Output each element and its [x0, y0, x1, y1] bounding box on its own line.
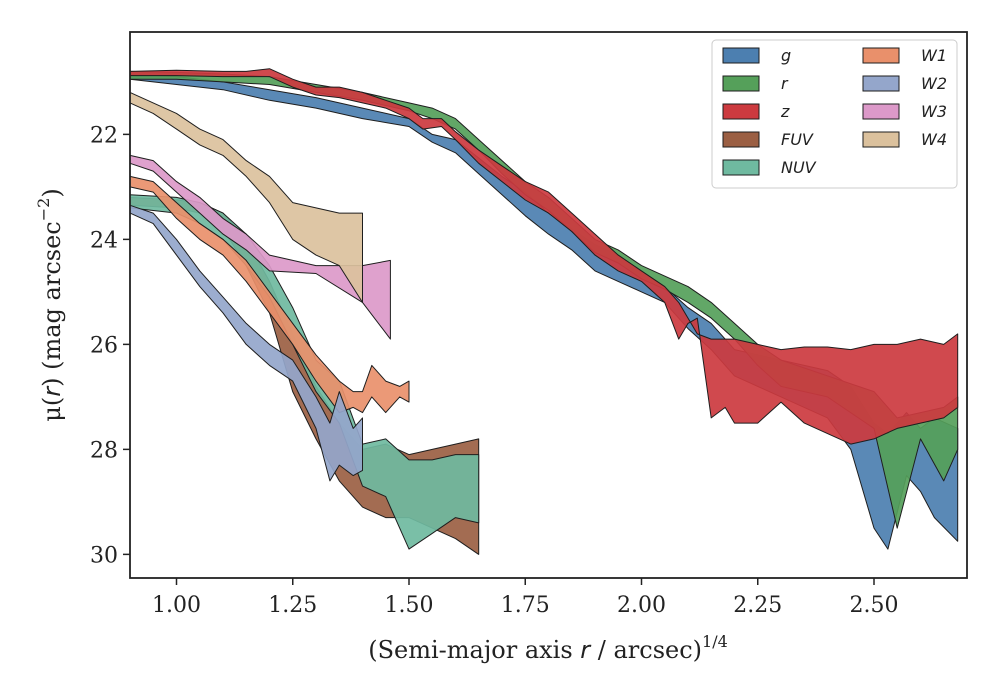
- x-tick-label: 2.50: [850, 593, 899, 618]
- x-axis-label: (Semi-major axis r / arcsec)1/4: [368, 632, 728, 664]
- x-tick-label: 1.75: [501, 593, 550, 618]
- x-tick-label: 1.25: [268, 593, 317, 618]
- legend-label-nuv: NUV: [781, 158, 817, 177]
- legend-swatch-fuv: [722, 131, 760, 148]
- legend-swatch-g: [722, 47, 760, 64]
- area-w4: [129, 91, 363, 303]
- legend-label-r: r: [781, 74, 789, 93]
- plot-frame: [129, 31, 968, 579]
- legend-swatch-nuv: [722, 159, 760, 176]
- x-axis: 1.00 1.25 1.50 1.75 2.00 2.25 2.50: [152, 578, 898, 618]
- legend-swatch-w2: [862, 75, 900, 92]
- area-w2: [129, 204, 363, 482]
- x-tick-label: 1.50: [385, 593, 434, 618]
- legend-items: grz FUV NUV W1 W2 W3 W4: [722, 46, 947, 177]
- legend-swatch-w4: [862, 131, 900, 148]
- legend-label-w4: W4: [921, 130, 947, 149]
- y-tick-label: 30: [90, 543, 118, 568]
- x-tick-label: 2.25: [733, 593, 782, 618]
- x-tick-label: 1.00: [152, 593, 201, 618]
- y-tick-label: 28: [90, 438, 118, 463]
- legend: grz FUV NUV W1 W2 W3 W4: [711, 39, 958, 189]
- legend-label-fuv: FUV: [781, 130, 814, 149]
- legend-label-w1: W1: [921, 46, 947, 65]
- y-axis-label: μ(r) (mag arcsec−2): [34, 188, 66, 421]
- y-tick-label: 24: [90, 228, 118, 253]
- y-tick-label: 26: [90, 333, 118, 358]
- y-axis: 22 24 26 28 30: [90, 123, 130, 568]
- legend-label-w2: W2: [921, 74, 947, 93]
- legend-label-w3: W3: [921, 102, 947, 121]
- legend-swatch-w1: [862, 47, 900, 64]
- series-areas: [129, 68, 959, 555]
- x-tick-label: 2.00: [617, 593, 666, 618]
- legend-swatch-r: [722, 75, 760, 92]
- area-w3: [129, 154, 391, 340]
- legend-label-g: g: [781, 46, 791, 65]
- area-r: [129, 70, 959, 529]
- y-tick-label: 22: [90, 123, 118, 148]
- area-z: [129, 68, 959, 445]
- legend-swatch-z: [722, 103, 760, 120]
- area-w1: [129, 175, 410, 414]
- legend-label-z: z: [780, 102, 790, 121]
- legend-swatch-w3: [862, 103, 900, 120]
